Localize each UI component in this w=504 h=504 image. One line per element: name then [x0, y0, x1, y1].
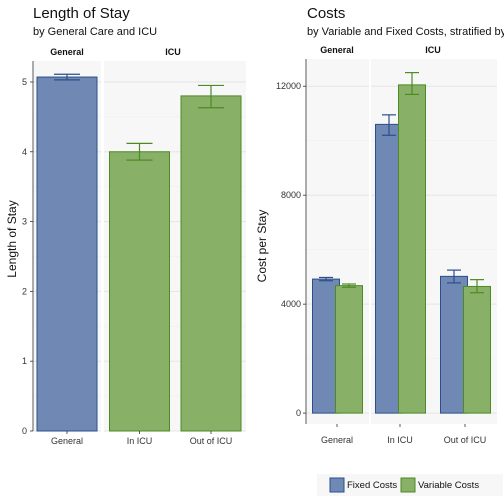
los-y-tick-label: 0: [22, 426, 27, 436]
cost-chart-title: Costs: [307, 5, 345, 22]
cost-bar-variable: [335, 285, 363, 414]
cost-x-tick-label: General: [321, 435, 353, 445]
los-x-tick-label: General: [51, 436, 83, 446]
los-y-axis-title: Length of Stay: [5, 200, 19, 277]
los-y-tick-label: 5: [22, 77, 27, 87]
los-facet-general-label: General: [50, 47, 84, 57]
cost-y-tick-label: 12000: [276, 81, 301, 91]
cost-x-tick-label: Out of ICU: [444, 435, 487, 445]
legend-fixed-costs-label: Fixed Costs: [347, 480, 397, 491]
cost-legend: Fixed Costs Variable Costs: [317, 474, 503, 496]
legend-fixed-costs-key: [329, 477, 345, 493]
cost-bar-variable: [398, 84, 426, 414]
cost-facet-icu-label: ICU: [425, 45, 441, 55]
los-y-tick-label: 3: [22, 217, 27, 227]
los-bar: [109, 151, 170, 432]
cost-y-tick-label: 8000: [281, 190, 301, 200]
cost-y-axis-title: Cost per Stay: [255, 210, 269, 283]
cost-x-tick-label: In ICU: [387, 435, 413, 445]
los-chart-subtitle: by General Care and ICU: [33, 26, 157, 38]
los-y-tick-label: 4: [22, 147, 27, 157]
los-y-tick-label: 1: [22, 356, 27, 366]
los-bar: [36, 76, 98, 432]
cost-plot-area: 0 4000 8000 12000 General In ICU Out of ICU: [276, 59, 497, 445]
los-y-tick-label: 2: [22, 286, 27, 296]
los-x-tick-label: In ICU: [127, 436, 153, 446]
cost-facet-general-label: General: [320, 45, 354, 55]
los-facet-icu-label: ICU: [165, 47, 181, 57]
los-chart-title: Length of Stay: [33, 5, 130, 22]
legend-variable-costs-label: Variable Costs: [418, 480, 479, 491]
los-bar: [180, 95, 242, 432]
legend-variable-costs-key: [400, 477, 416, 493]
cost-y-tick-label: 0: [296, 408, 301, 418]
cost-bar-variable: [463, 285, 491, 414]
cost-y-tick-label: 4000: [281, 299, 301, 309]
cost-chart-subtitle: by Variable and Fixed Costs, stratified …: [307, 26, 504, 38]
los-x-tick-label: Out of ICU: [190, 436, 233, 446]
los-plot-area: 0 1 2 3 4 5 General In ICU Out of ICU: [22, 61, 246, 446]
